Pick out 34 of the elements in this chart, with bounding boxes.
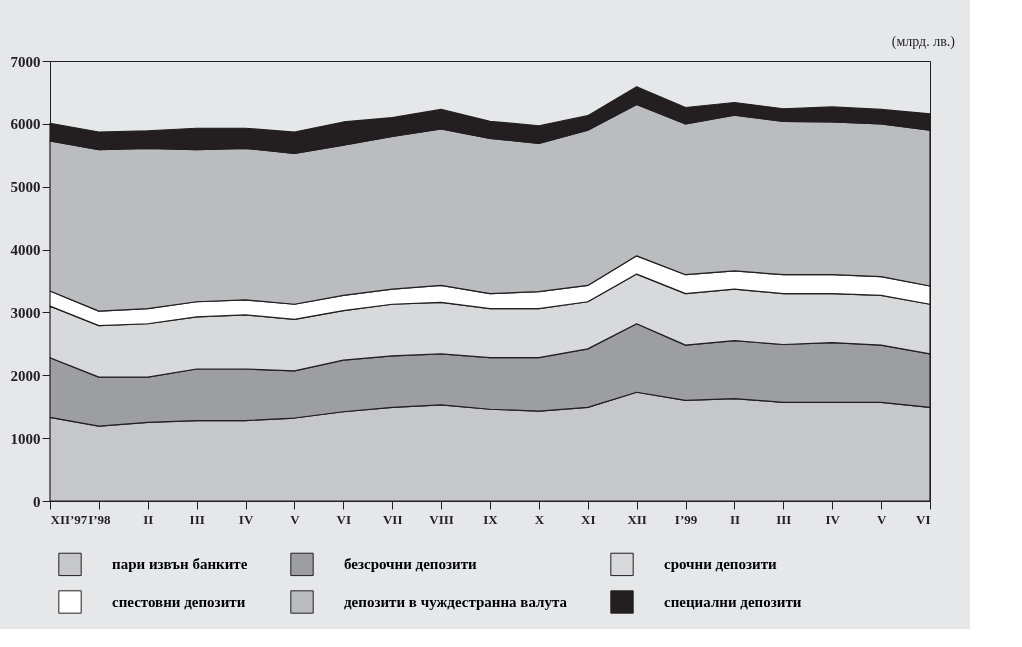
y-tick-label: 3000 xyxy=(10,304,41,321)
x-tick-label: II xyxy=(143,511,154,527)
legend-label: безсрочни депозити xyxy=(344,556,478,573)
x-tick-label: XI xyxy=(581,511,596,527)
y-tick-label: 1000 xyxy=(10,430,41,447)
legend-label: специални депозити xyxy=(664,594,802,610)
x-tick-label: I’98 xyxy=(88,511,112,527)
x-tick-label: VIII xyxy=(429,511,454,527)
y-tick-label: 0 xyxy=(33,493,41,510)
legend-label: спестовни депозити xyxy=(112,594,246,610)
x-tick-label: X xyxy=(534,511,545,527)
legend-label: пари извън банките xyxy=(112,556,248,573)
x-tick-label: II xyxy=(729,511,741,527)
x-tick-label: V xyxy=(876,511,887,527)
x-tick-label: V xyxy=(290,511,301,527)
legend-label: депозити в чуждестранна валута xyxy=(344,594,568,610)
x-tick-label: VI xyxy=(916,511,931,527)
x-tick-label: XII’97 xyxy=(50,511,88,527)
x-tick-label: III xyxy=(189,511,205,527)
x-tick-label: VI xyxy=(336,511,352,527)
y-tick-label: 2000 xyxy=(10,367,41,384)
x-tick-label: I’99 xyxy=(674,511,698,527)
x-tick-label: IV xyxy=(825,511,841,527)
y-tick-label: 6000 xyxy=(10,116,41,133)
x-tick-label: III xyxy=(776,511,792,527)
y-tick-label: 4000 xyxy=(10,242,41,259)
y-tick-label: 7000 xyxy=(10,53,41,70)
legend-label: срочни депозити xyxy=(664,556,778,573)
x-tick-label: VII xyxy=(382,511,403,527)
x-tick-label: XII xyxy=(627,511,647,527)
x-tick-label: IX xyxy=(483,511,499,527)
x-tick-label: IV xyxy=(238,511,254,527)
text: (млрд. лв.) xyxy=(891,34,956,50)
y-tick-label: 5000 xyxy=(10,179,41,196)
